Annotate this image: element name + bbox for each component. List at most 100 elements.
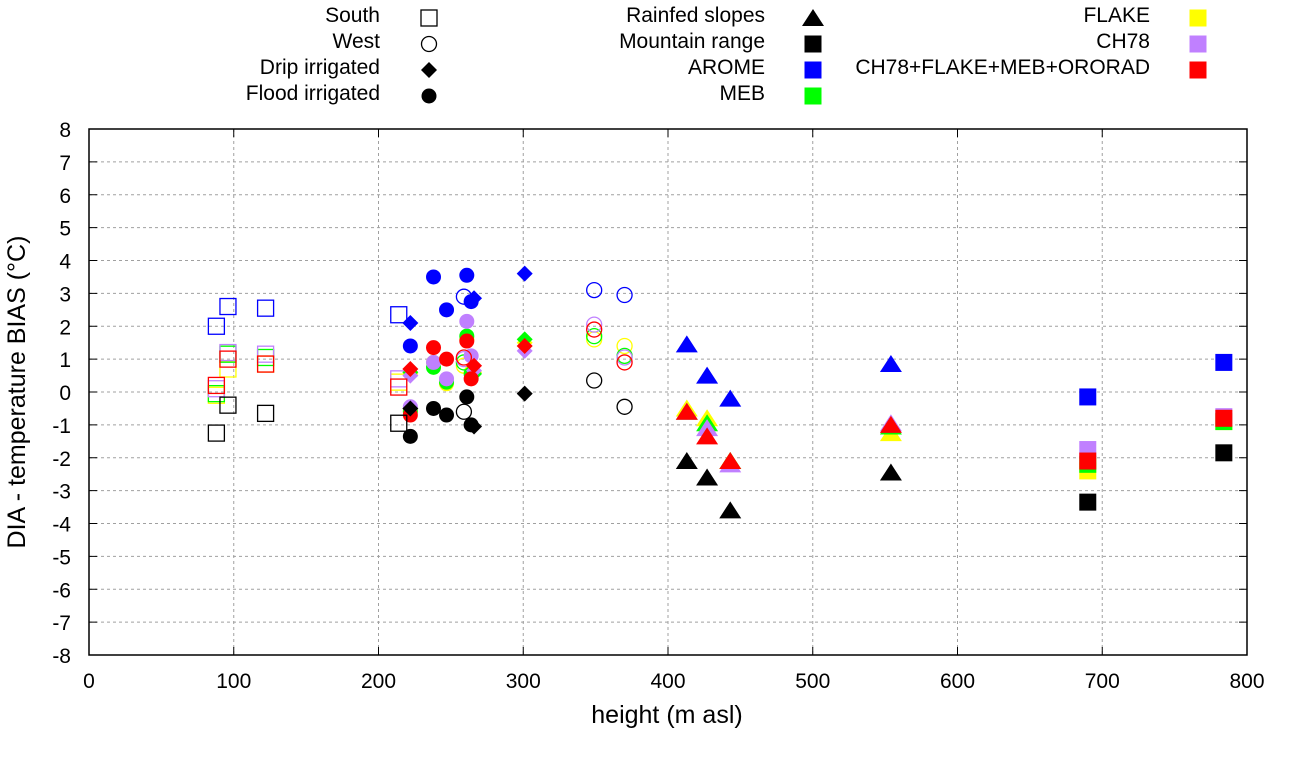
point-west-arome (586, 281, 603, 299)
point-south-obs (207, 424, 226, 442)
point-flood-irrigated-ch78-flake-meb-ororad (459, 333, 475, 349)
y-tick-label: 1 (59, 349, 71, 372)
point-flood-irrigated-arome (402, 338, 418, 354)
y-tick-label: -5 (52, 546, 71, 569)
legend-label: FLAKE (1083, 4, 1150, 27)
point-flood-irrigated-arome (426, 269, 442, 285)
legend-label: CH78+FLAKE+MEB+ORORAD (855, 56, 1150, 79)
point-rainfed-slopes-obs (675, 452, 698, 470)
point-south-ch78-flake-meb-ororad (390, 378, 408, 396)
legend-label: West (333, 30, 381, 53)
grid-lines (89, 129, 1247, 655)
point-rainfed-slopes-ch78-flake-meb-ororad (675, 402, 698, 420)
point-rainfed-slopes-ch78-flake-meb-ororad (696, 427, 719, 445)
point-mountain-range-ch78-flake-meb-ororad (1079, 452, 1097, 470)
point-flood-irrigated-arome (439, 302, 455, 318)
point-south-ch78 (207, 380, 226, 398)
point-south-flake (207, 386, 226, 404)
point-flood-irrigated-obs (463, 417, 479, 433)
point-south-arome (256, 299, 275, 317)
legend-label: CH78 (1096, 30, 1150, 53)
point-rainfed-slopes-ch78-flake-meb-ororad (879, 415, 902, 433)
y-tick-label: -6 (52, 579, 71, 602)
data-points (207, 265, 1233, 519)
point-drip-irrigated-obs (516, 385, 533, 402)
point-flood-irrigated-ch78 (459, 313, 475, 329)
point-flood-irrigated-obs (402, 428, 418, 444)
point-rainfed-slopes-obs (879, 463, 902, 481)
legend-marker-triangle-icon (802, 9, 824, 26)
point-south-obs (390, 414, 408, 432)
point-south-arome (207, 317, 226, 335)
point-west-meb (586, 327, 603, 345)
legend-label: Drip irrigated (260, 56, 380, 79)
point-south-ch78-flake-meb-ororad (256, 355, 275, 373)
point-south-obs (219, 396, 237, 414)
point-flood-irrigated-ch78-flake-meb-ororad (426, 340, 442, 356)
y-tick-label: 4 (59, 251, 71, 274)
legend-label: South (325, 4, 380, 27)
point-rainfed-slopes-obs (719, 501, 742, 519)
legend-marker-square-icon (1189, 35, 1207, 53)
point-south-obs (256, 404, 275, 423)
point-flood-irrigated-ch78 (426, 354, 442, 370)
point-rainfed-slopes-arome (675, 335, 698, 353)
legend-marker-square-icon (1189, 9, 1207, 27)
point-mountain-range-arome (1215, 353, 1233, 371)
x-tick-label: 500 (795, 670, 830, 693)
y-tick-label: -4 (52, 514, 71, 537)
x-tick-label: 0 (83, 670, 95, 693)
point-west-flake (616, 337, 633, 355)
point-mountain-range-arome (1079, 388, 1097, 406)
x-tick-label: 700 (1085, 670, 1120, 693)
point-mountain-range-obs (1079, 493, 1097, 511)
y-tick-label: 7 (59, 152, 71, 175)
x-tick-label: 400 (650, 670, 685, 693)
point-west-ch78-flake-meb-ororad (616, 354, 633, 371)
point-south-ch78 (256, 345, 275, 363)
legend-label: MEB (719, 82, 765, 105)
point-west-ch78 (616, 349, 633, 366)
point-drip-irrigated-arome (402, 314, 419, 331)
legend-label: AROME (688, 56, 765, 79)
legend-marker-circle-icon (421, 88, 437, 104)
x-tick-label: 200 (361, 670, 396, 693)
point-flood-irrigated-obs (439, 407, 455, 423)
legend-marker-circle-open-icon (420, 35, 438, 53)
point-flood-irrigated-obs (459, 389, 475, 405)
y-tick-label: 3 (59, 283, 71, 306)
point-rainfed-slopes-arome (719, 389, 742, 407)
y-tick-label: -3 (52, 481, 71, 504)
point-rainfed-slopes-ch78-flake-meb-ororad (719, 452, 742, 470)
point-south-flake (256, 355, 275, 373)
point-drip-irrigated-ch78-flake-meb-ororad (402, 360, 419, 377)
y-tick-label: 8 (59, 119, 71, 142)
x-tick-label: 300 (506, 670, 541, 693)
legend-marker-square-icon (804, 61, 822, 79)
point-south-ch78-flake-meb-ororad (219, 350, 237, 368)
point-rainfed-slopes-obs (696, 468, 719, 486)
point-south-ch78-flake-meb-ororad (207, 376, 226, 395)
y-tick-labels: 8 7 6 5 4 3 2 1 0 -1 -2 -3 -4 -5 -6 -7 -8 (52, 119, 71, 668)
y-tick-label: 2 (59, 316, 71, 339)
legend-marker-square-icon (804, 35, 822, 53)
point-west-obs (455, 403, 473, 420)
legend: South West Drip irrigated Flood irrigated Ra… (246, 4, 1207, 105)
point-west-obs (616, 398, 633, 415)
y-tick-label: 6 (59, 185, 71, 208)
y-tick-label: 5 (59, 218, 71, 241)
point-mountain-range-obs (1215, 444, 1233, 462)
point-west-ch78-flake-meb-ororad (455, 349, 473, 366)
point-drip-irrigated-ch78-flake-meb-ororad (516, 337, 533, 354)
y-tick-label: -8 (52, 645, 71, 668)
y-tick-label: -2 (52, 448, 71, 471)
x-tick-label: 600 (940, 670, 975, 693)
point-flood-irrigated-ch78-flake-meb-ororad (439, 351, 455, 367)
legend-marker-diamond-icon (421, 62, 437, 78)
legend-label: Rainfed slopes (626, 4, 765, 27)
x-tick-label: 100 (216, 670, 251, 693)
point-rainfed-slopes-arome (696, 366, 719, 384)
point-flood-irrigated-obs (426, 400, 442, 416)
point-west-ch78 (586, 316, 603, 333)
